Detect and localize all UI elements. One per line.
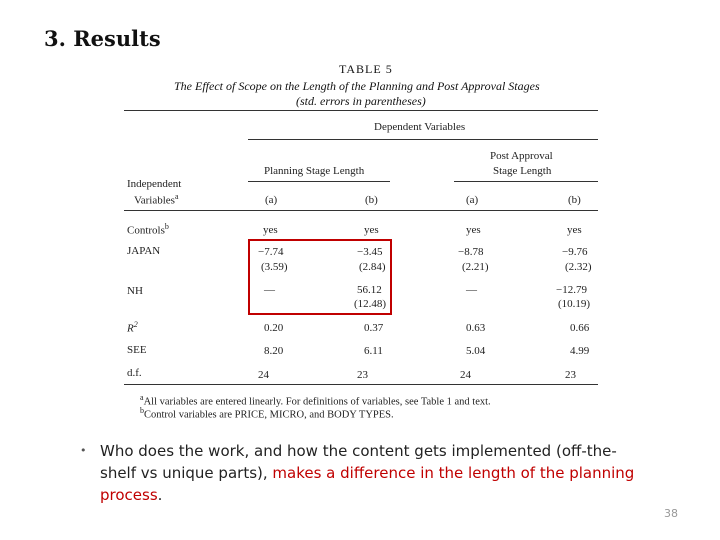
table-cell: (2.84) [359, 261, 386, 273]
table-cell: yes [567, 224, 582, 236]
row-label-r2: R2 [127, 320, 138, 335]
table-label: TABLE 5 [339, 62, 393, 76]
indep-header-line1: Independent [127, 178, 182, 190]
col-post-a: (a) [466, 194, 479, 206]
table-cell: 24 [258, 369, 269, 381]
table-cell: 23 [565, 369, 576, 381]
bullet-item: • Who does the work, and how the content… [80, 440, 640, 506]
table-cell: yes [364, 224, 379, 236]
row-label-nh: NH [127, 285, 143, 297]
post-header-line2: Stage Length [493, 165, 552, 177]
table-cell: 4.99 [570, 345, 590, 357]
dependent-rule [248, 139, 598, 140]
dependent-header: Dependent Variables [374, 121, 466, 133]
table-cell: — [466, 284, 477, 296]
post-header-line1: Post Approval [490, 150, 553, 162]
planning-rule [248, 181, 390, 182]
table-cell: (10.19) [558, 298, 591, 310]
table-cell: 8.20 [264, 345, 284, 357]
table-cell: 23 [357, 369, 368, 381]
header-rule [124, 210, 598, 211]
table-cell: (2.32) [565, 261, 592, 273]
table-cell: (2.21) [462, 261, 489, 273]
bullet-text: Who does the work, and how the content g… [100, 442, 617, 482]
bullet-end: . [157, 486, 163, 504]
footnote-a: aAll variables are entered linearly. For… [140, 393, 491, 408]
table-cell: −3.45 [357, 246, 383, 258]
table-cell: −7.74 [258, 246, 284, 258]
table-cell: 56.12 [357, 284, 382, 296]
bullet-emphasis: makes a difference in the length of the … [100, 464, 635, 504]
post-rule [454, 181, 598, 182]
table-caption-note: (std. errors in parentheses) [296, 94, 426, 108]
table-cell: (12.48) [354, 298, 387, 310]
indep-header-line2: Variablesa [134, 192, 179, 207]
table-cell: 0.63 [466, 322, 486, 334]
table-cell: 0.20 [264, 322, 284, 334]
table-cell: yes [466, 224, 481, 236]
table-cell: (3.59) [261, 261, 288, 273]
bottom-rule [124, 384, 598, 385]
row-label-df: d.f. [127, 367, 142, 379]
row-label-controls: Controlsb [127, 222, 169, 237]
col-planning-a: (a) [265, 194, 278, 206]
page-number: 38 [664, 507, 678, 520]
col-post-b: (b) [568, 194, 581, 206]
table-cell: −8.78 [458, 246, 484, 258]
bullet-icon: • [80, 444, 87, 457]
table-cell: — [264, 284, 275, 296]
table-caption: The Effect of Scope on the Length of the… [174, 79, 540, 93]
planning-header: Planning Stage Length [264, 165, 365, 177]
table-cell: −9.76 [562, 246, 588, 258]
table-cell: 24 [460, 369, 471, 381]
table-cell: 5.04 [466, 345, 486, 357]
table-cell: 6.11 [364, 345, 383, 357]
slide-title: 3. Results [44, 26, 161, 51]
highlight-box [248, 239, 392, 315]
row-label-see: SEE [127, 344, 147, 356]
footnote-b: bControl variables are PRICE, MICRO, and… [140, 406, 394, 421]
table-image: TABLE 5 The Effect of Scope on the Lengt… [124, 58, 604, 421]
table-cell: 0.66 [570, 322, 590, 334]
top-rule [124, 110, 598, 111]
table-cell: 0.37 [364, 322, 384, 334]
table-cell: yes [263, 224, 278, 236]
table-cell: −12.79 [556, 284, 587, 296]
col-planning-b: (b) [365, 194, 378, 206]
row-label-japan: JAPAN [127, 245, 161, 257]
